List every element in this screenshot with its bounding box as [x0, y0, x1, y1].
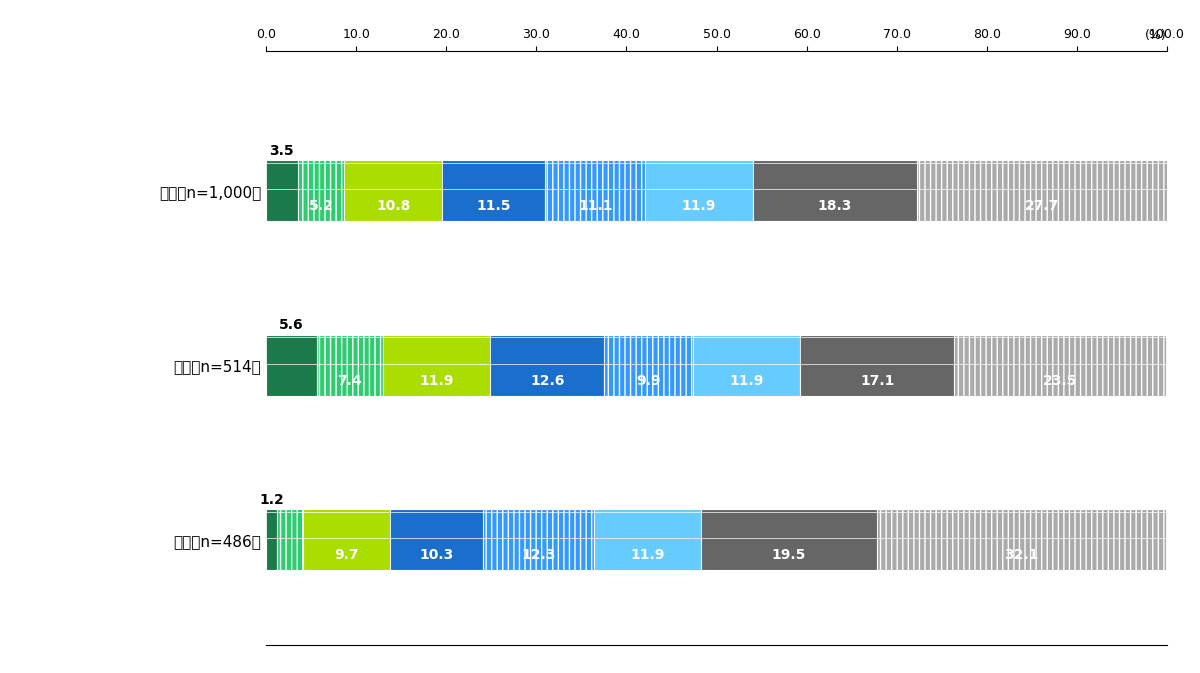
Bar: [646, 163, 752, 189]
Bar: [752, 160, 918, 221]
Bar: [298, 160, 344, 221]
Bar: [701, 512, 877, 538]
Text: 3.5: 3.5: [270, 143, 294, 157]
Text: 5.2: 5.2: [308, 199, 334, 213]
Text: 11.9: 11.9: [420, 374, 454, 388]
Text: 10.3: 10.3: [420, 548, 454, 562]
Bar: [442, 163, 546, 189]
Text: 9.9: 9.9: [636, 374, 661, 388]
Bar: [266, 160, 298, 221]
Bar: [266, 163, 298, 189]
Bar: [298, 163, 344, 189]
Bar: [694, 337, 800, 363]
Bar: [442, 160, 546, 221]
Text: 11.5: 11.5: [476, 199, 511, 213]
Text: 23.5: 23.5: [1043, 374, 1078, 388]
Bar: [491, 337, 604, 363]
Bar: [877, 509, 1166, 571]
Bar: [344, 163, 442, 189]
Bar: [877, 512, 1166, 538]
Bar: [752, 163, 918, 189]
Text: 18.3: 18.3: [818, 199, 852, 213]
Bar: [266, 337, 317, 363]
Text: 12.6: 12.6: [530, 374, 564, 388]
Bar: [954, 334, 1166, 396]
Bar: [800, 334, 954, 396]
Bar: [546, 160, 646, 221]
Bar: [266, 334, 317, 396]
Text: 19.5: 19.5: [772, 548, 806, 562]
Bar: [491, 334, 604, 396]
Bar: [266, 512, 277, 538]
Bar: [266, 509, 277, 571]
Text: 11.9: 11.9: [630, 548, 665, 562]
Text: 1.2: 1.2: [259, 493, 284, 507]
Text: 11.1: 11.1: [578, 199, 613, 213]
Bar: [390, 509, 484, 571]
Bar: [918, 163, 1168, 189]
Text: (%): (%): [1145, 30, 1168, 42]
Bar: [604, 337, 694, 363]
Text: 5.6: 5.6: [280, 318, 304, 332]
Text: 32.1: 32.1: [1004, 548, 1039, 562]
Text: 7.4: 7.4: [337, 374, 362, 388]
Bar: [317, 334, 383, 396]
Bar: [594, 512, 701, 538]
Bar: [646, 160, 752, 221]
Bar: [484, 512, 594, 538]
Bar: [604, 334, 694, 396]
Bar: [800, 337, 954, 363]
Text: 11.9: 11.9: [730, 374, 764, 388]
Bar: [277, 512, 304, 538]
Text: 11.9: 11.9: [682, 199, 716, 213]
Bar: [390, 512, 484, 538]
Text: 12.3: 12.3: [522, 548, 556, 562]
Bar: [383, 337, 491, 363]
Bar: [304, 509, 390, 571]
Bar: [484, 509, 594, 571]
Bar: [546, 163, 646, 189]
Bar: [954, 337, 1166, 363]
Text: 27.7: 27.7: [1025, 199, 1060, 213]
Bar: [304, 512, 390, 538]
Bar: [594, 509, 701, 571]
Text: 9.7: 9.7: [335, 548, 359, 562]
Bar: [383, 334, 491, 396]
Text: 10.8: 10.8: [376, 199, 410, 213]
Bar: [701, 509, 877, 571]
Bar: [317, 337, 383, 363]
Text: 17.1: 17.1: [860, 374, 894, 388]
Bar: [344, 160, 442, 221]
Bar: [694, 334, 800, 396]
Bar: [918, 160, 1168, 221]
Bar: [277, 509, 304, 571]
